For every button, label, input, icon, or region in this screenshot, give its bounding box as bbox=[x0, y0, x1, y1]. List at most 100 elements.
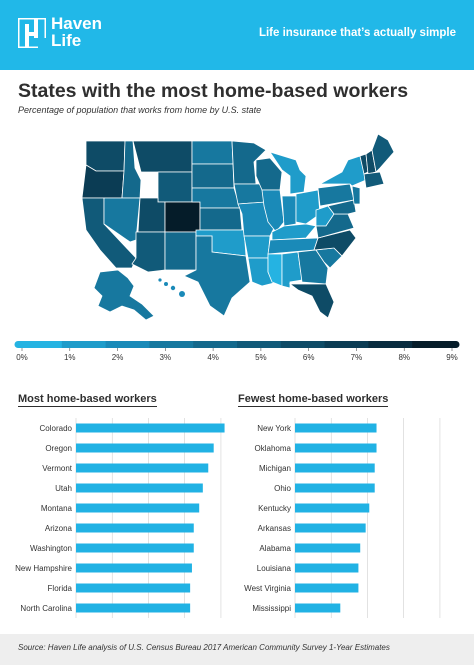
bar bbox=[76, 483, 203, 493]
legend-swatch bbox=[237, 341, 282, 348]
bar bbox=[295, 463, 375, 473]
map-state-kansas bbox=[199, 207, 243, 231]
map-state-new-jersey bbox=[351, 185, 361, 205]
category-label: Michigan bbox=[259, 464, 291, 473]
map-state-michigan bbox=[269, 151, 307, 195]
category-label: Arizona bbox=[45, 524, 73, 533]
header-banner: Haven Life Life insurance that’s actuall… bbox=[0, 0, 474, 70]
category-label: New York bbox=[257, 424, 292, 433]
bar bbox=[76, 603, 191, 613]
bar bbox=[76, 463, 209, 473]
bar bbox=[295, 603, 341, 613]
legend-cap-left bbox=[14, 341, 22, 348]
legend-swatch bbox=[324, 341, 369, 348]
legend-swatch bbox=[105, 341, 150, 348]
bar bbox=[295, 423, 377, 433]
most-workers-title: Most home-based workers bbox=[18, 393, 157, 407]
legend-tick-label: 1% bbox=[64, 353, 76, 362]
category-label: West Virginia bbox=[244, 584, 291, 593]
bar bbox=[76, 423, 225, 433]
legend-tick-label: 4% bbox=[207, 353, 219, 362]
legend-swatch bbox=[61, 341, 107, 348]
legend-tick-label: 5% bbox=[255, 353, 267, 362]
map-state-wyoming bbox=[157, 171, 193, 203]
category-label: Arkansas bbox=[258, 524, 291, 533]
map-state-colorado bbox=[164, 201, 201, 233]
bar bbox=[295, 543, 361, 553]
bar bbox=[76, 583, 191, 593]
map-state-mississippi bbox=[267, 253, 283, 287]
bar bbox=[76, 563, 192, 573]
category-label: Vermont bbox=[42, 464, 73, 473]
bar bbox=[295, 563, 359, 573]
map-state-texas bbox=[183, 235, 251, 317]
legend-tick-label: 2% bbox=[112, 353, 124, 362]
fewest-workers-title: Fewest home-based workers bbox=[238, 393, 389, 407]
legend-swatch bbox=[368, 341, 413, 348]
legend-swatch bbox=[412, 341, 457, 348]
map-state-ohio bbox=[295, 189, 321, 225]
map-state-indiana bbox=[281, 195, 297, 227]
map-state-hawaii bbox=[158, 278, 185, 297]
brand-line-1: Haven bbox=[51, 14, 103, 33]
map-state-massachusetts bbox=[363, 171, 385, 189]
page-subtitle: Percentage of population that works from… bbox=[18, 105, 262, 115]
legend-swatch bbox=[280, 341, 326, 348]
map-state-arkansas bbox=[243, 235, 271, 259]
bar bbox=[295, 483, 375, 493]
bar bbox=[295, 443, 377, 453]
map-state-alaska bbox=[93, 269, 155, 321]
map-state-arizona bbox=[131, 231, 166, 273]
legend-tick-label: 9% bbox=[446, 353, 458, 362]
map-state-utah bbox=[137, 197, 166, 233]
bar bbox=[295, 583, 359, 593]
category-label: Alabama bbox=[259, 544, 291, 553]
category-label: Oregon bbox=[45, 444, 72, 453]
source-bar: Source: Haven Life analysis of U.S. Cens… bbox=[0, 634, 474, 665]
legend-tick-label: 3% bbox=[160, 353, 172, 362]
bar bbox=[76, 543, 194, 553]
map-state-idaho bbox=[121, 140, 142, 199]
map-state-montana bbox=[132, 140, 193, 173]
bar bbox=[295, 503, 370, 513]
category-label: Montana bbox=[41, 504, 73, 513]
category-label: North Carolina bbox=[20, 604, 72, 613]
brand-name: Haven Life bbox=[51, 15, 121, 49]
map-state-new-mexico bbox=[164, 231, 197, 271]
category-label: Ohio bbox=[274, 484, 291, 493]
category-label: Florida bbox=[48, 584, 73, 593]
category-label: Colorado bbox=[40, 424, 73, 433]
haven-life-logo-icon bbox=[18, 18, 46, 48]
category-label: Kentucky bbox=[258, 504, 291, 513]
map-state-georgia bbox=[297, 249, 329, 285]
fewest-workers-chart: 02%4%6%8%New YorkOklahomaMichiganOhioKen… bbox=[244, 418, 441, 618]
map-state-new-york bbox=[319, 155, 367, 187]
legend-swatch bbox=[18, 341, 63, 348]
page-title: States with the most home-based workers bbox=[18, 80, 409, 102]
legend-tick-label: 0% bbox=[16, 353, 28, 362]
map-state-maryland bbox=[327, 199, 357, 215]
bar bbox=[76, 443, 214, 453]
legend-tick-label: 7% bbox=[351, 353, 363, 362]
category-label: Washington bbox=[30, 544, 72, 553]
tagline: Life insurance that’s actually simple bbox=[258, 27, 456, 39]
category-label: Mississippi bbox=[252, 604, 291, 613]
legend-swatch bbox=[149, 341, 194, 348]
category-label: Louisiana bbox=[257, 564, 292, 573]
bar bbox=[76, 523, 194, 533]
map-state-washington bbox=[85, 140, 126, 172]
bar bbox=[76, 503, 200, 513]
us-states-map bbox=[81, 133, 395, 321]
legend-tick-label: 6% bbox=[303, 353, 315, 362]
bar bbox=[295, 523, 366, 533]
legend-cap-right bbox=[452, 341, 460, 348]
map-state-maine bbox=[371, 133, 395, 173]
legend-swatch bbox=[193, 341, 238, 348]
source-note: Source: Haven Life analysis of U.S. Cens… bbox=[18, 643, 390, 652]
category-label: Oklahoma bbox=[255, 444, 292, 453]
legend-tick-label: 8% bbox=[398, 353, 410, 362]
category-label: Utah bbox=[55, 484, 72, 493]
brand-line-2: Life bbox=[51, 31, 82, 50]
category-label: New Hampshire bbox=[15, 564, 72, 573]
most-workers-chart: 02%4%6%8%ColoradoOregonVermontUtahMontan… bbox=[15, 418, 225, 618]
